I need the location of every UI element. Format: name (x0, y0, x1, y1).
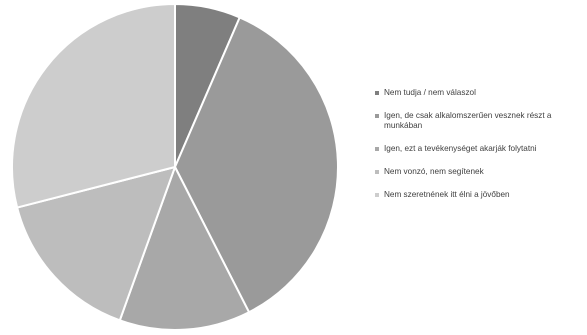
legend-item-2: Igen, ezt a tevékenységet akarják folyta… (375, 144, 585, 154)
pie-slice-3 (16, 166, 176, 322)
legend-item-3: Nem vonzó, nem segítenek (375, 167, 585, 177)
legend-label-1: Igen, de csak alkalomszerűen vesznek rés… (384, 111, 552, 130)
pie-slice-4 (11, 3, 176, 209)
legend-item-0: Nem tudja / nem válaszol (375, 88, 585, 98)
legend-item-4: Nem szeretnének itt élni a jövőben (375, 190, 585, 200)
pie-slice-1 (174, 16, 339, 314)
pie-slice-2 (118, 166, 250, 331)
legend-swatch-4 (375, 193, 379, 197)
legend-label-0: Nem tudja / nem válaszol (384, 88, 476, 97)
chart-legend: Nem tudja / nem válaszol Igen, de csak al… (375, 88, 585, 213)
legend-label-2: Igen, ezt a tevékenységet akarják folyta… (384, 144, 537, 153)
legend-swatch-1 (375, 114, 379, 118)
legend-item-1: Igen, de csak alkalomszerűen vesznek rés… (375, 111, 585, 131)
legend-label-4: Nem szeretnének itt élni a jövőben (384, 190, 510, 199)
legend-swatch-2 (375, 147, 379, 151)
legend-swatch-3 (375, 170, 379, 174)
legend-swatch-0 (375, 91, 379, 95)
legend-label-3: Nem vonzó, nem segítenek (384, 167, 484, 176)
